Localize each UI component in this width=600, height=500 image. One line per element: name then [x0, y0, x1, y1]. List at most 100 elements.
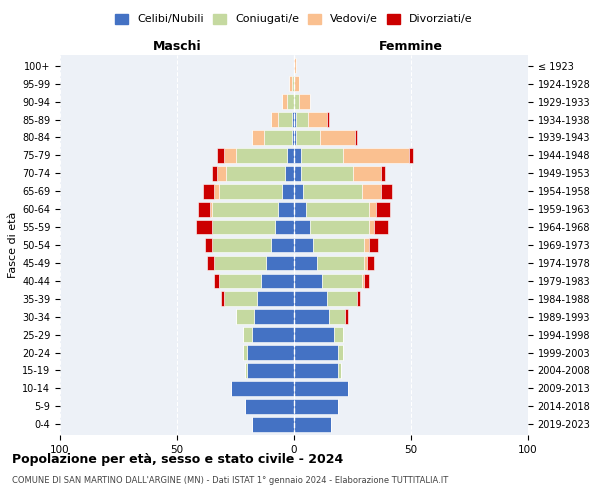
Bar — [219, 274, 261, 288]
Bar — [219, 184, 283, 198]
Bar — [327, 112, 329, 127]
Bar — [271, 112, 278, 127]
Bar — [313, 238, 364, 252]
Bar — [252, 130, 263, 145]
Bar — [224, 148, 235, 162]
Bar — [367, 256, 374, 270]
Bar — [294, 363, 338, 378]
Bar — [231, 381, 294, 396]
Bar — [364, 238, 369, 252]
Bar — [217, 166, 226, 180]
Bar — [294, 202, 306, 216]
Bar — [247, 345, 294, 360]
Bar — [369, 220, 374, 234]
Bar — [252, 328, 294, 342]
Bar — [292, 112, 294, 127]
Bar — [338, 363, 341, 378]
Bar — [294, 256, 317, 270]
Text: Femmine: Femmine — [379, 40, 443, 53]
Bar — [226, 166, 284, 180]
Bar — [296, 112, 308, 127]
Bar — [257, 292, 294, 306]
Bar — [322, 274, 362, 288]
Bar — [343, 148, 409, 162]
Bar — [294, 274, 322, 288]
Bar — [338, 345, 343, 360]
Bar — [210, 202, 212, 216]
Bar — [294, 381, 348, 396]
Bar — [283, 94, 287, 109]
Bar — [287, 94, 294, 109]
Bar — [271, 238, 294, 252]
Bar — [236, 148, 287, 162]
Bar — [212, 202, 278, 216]
Bar — [294, 417, 331, 432]
Bar — [329, 310, 346, 324]
Bar — [261, 274, 294, 288]
Bar — [203, 184, 214, 198]
Bar — [362, 274, 364, 288]
Bar — [212, 166, 217, 180]
Bar — [310, 220, 369, 234]
Bar — [301, 166, 353, 180]
Bar — [380, 166, 385, 180]
Bar — [409, 148, 413, 162]
Bar — [294, 292, 327, 306]
Legend: Celibi/Nubili, Coniugati/e, Vedovi/e, Divorziati/e: Celibi/Nubili, Coniugati/e, Vedovi/e, Di… — [111, 10, 477, 29]
Bar — [294, 148, 301, 162]
Bar — [214, 274, 219, 288]
Bar — [304, 184, 362, 198]
Bar — [294, 345, 338, 360]
Bar — [242, 345, 247, 360]
Bar — [294, 76, 299, 91]
Text: COMUNE DI SAN MARTINO DALL'ARGINE (MN) - Dati ISTAT 1° gennaio 2024 - Elaborazio: COMUNE DI SAN MARTINO DALL'ARGINE (MN) -… — [12, 476, 448, 485]
Bar — [299, 94, 310, 109]
Bar — [346, 310, 348, 324]
Bar — [235, 310, 254, 324]
Bar — [224, 292, 257, 306]
Bar — [214, 184, 219, 198]
Bar — [353, 166, 380, 180]
Bar — [294, 310, 329, 324]
Bar — [217, 148, 224, 162]
Bar — [294, 399, 338, 413]
Bar — [294, 166, 301, 180]
Bar — [278, 202, 294, 216]
Bar — [292, 130, 294, 145]
Bar — [308, 112, 327, 127]
Bar — [292, 76, 294, 91]
Bar — [245, 363, 247, 378]
Text: Maschi: Maschi — [152, 40, 202, 53]
Bar — [294, 220, 310, 234]
Bar — [208, 256, 214, 270]
Bar — [294, 238, 313, 252]
Bar — [317, 256, 364, 270]
Bar — [294, 112, 296, 127]
Bar — [266, 256, 294, 270]
Bar — [294, 94, 299, 109]
Bar — [287, 148, 294, 162]
Bar — [362, 184, 380, 198]
Bar — [289, 76, 292, 91]
Bar — [320, 130, 355, 145]
Bar — [294, 130, 296, 145]
Bar — [306, 202, 369, 216]
Bar — [212, 220, 275, 234]
Bar — [278, 112, 292, 127]
Bar — [364, 274, 369, 288]
Bar — [263, 130, 292, 145]
Bar — [369, 202, 376, 216]
Bar — [374, 220, 388, 234]
Bar — [221, 292, 224, 306]
Y-axis label: Fasce di età: Fasce di età — [8, 212, 18, 278]
Bar — [296, 130, 320, 145]
Bar — [214, 256, 266, 270]
Bar — [294, 328, 334, 342]
Bar — [212, 238, 271, 252]
Bar — [198, 202, 210, 216]
Text: Popolazione per età, sesso e stato civile - 2024: Popolazione per età, sesso e stato civil… — [12, 452, 343, 466]
Bar — [242, 328, 252, 342]
Bar — [245, 399, 294, 413]
Bar — [252, 417, 294, 432]
Bar — [364, 256, 367, 270]
